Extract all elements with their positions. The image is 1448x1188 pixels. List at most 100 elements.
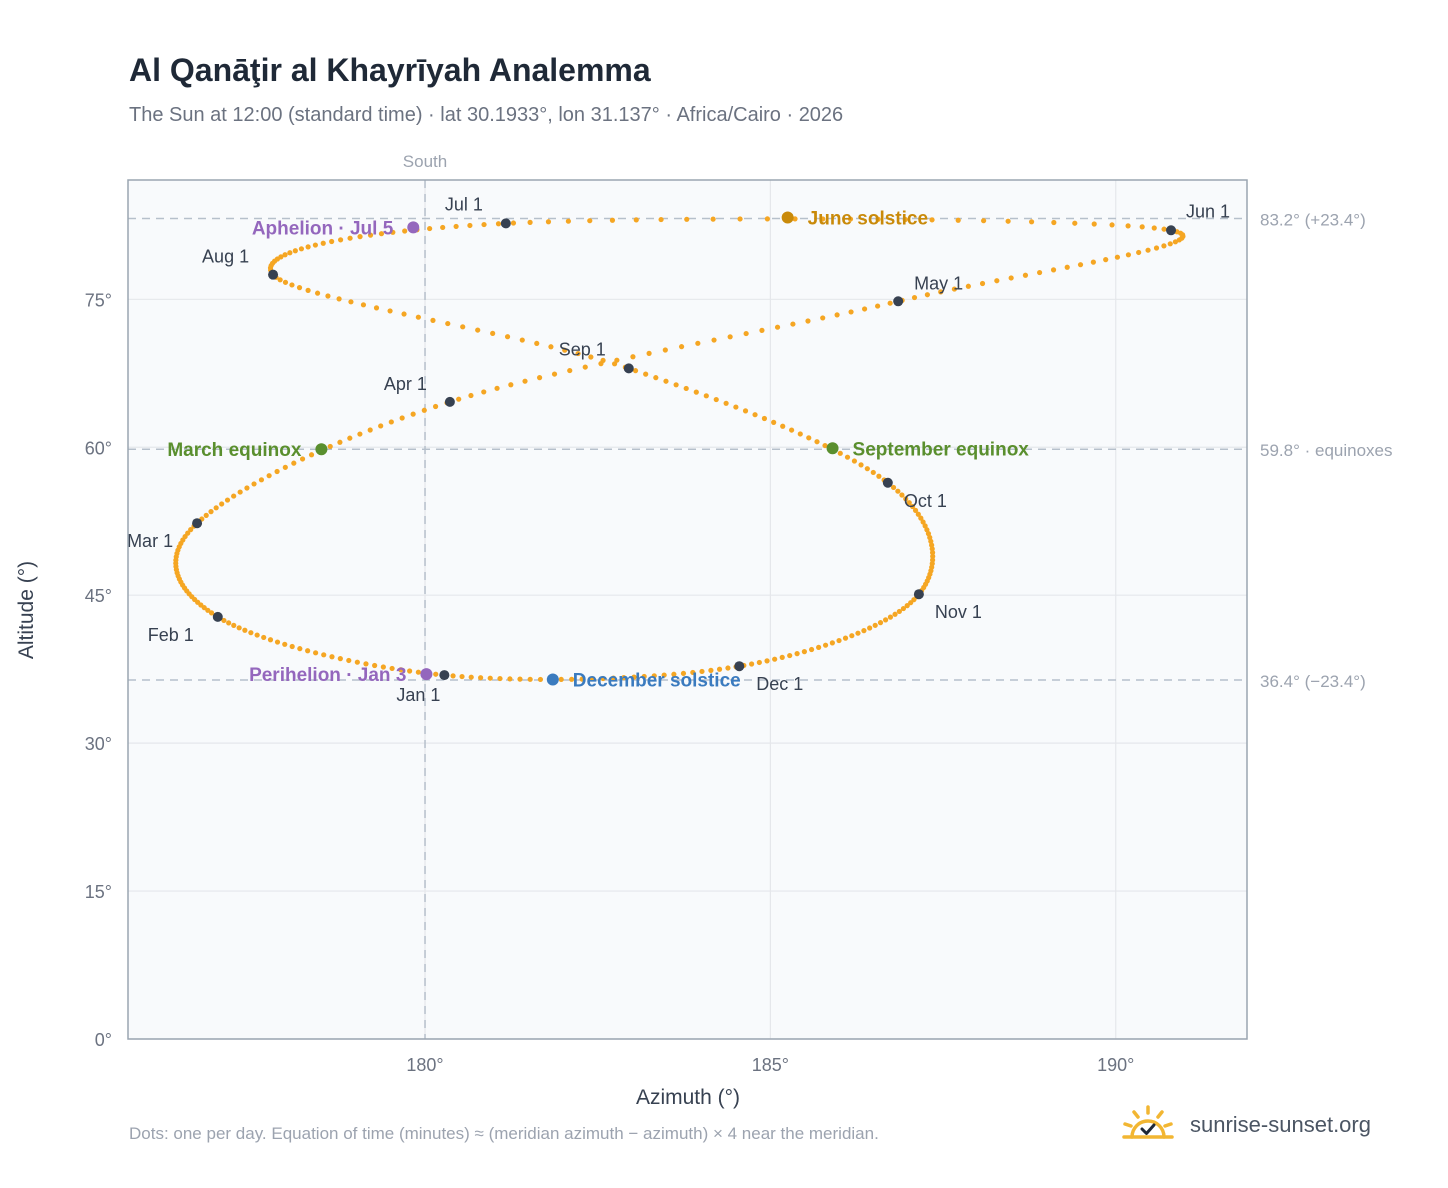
day-dot <box>565 218 571 224</box>
month-marker-dot <box>893 296 904 307</box>
event-marker-dot <box>781 211 794 224</box>
month-marker-dot <box>444 396 455 407</box>
day-dot <box>495 221 502 227</box>
sun-logo-icon <box>1122 1105 1174 1139</box>
event-marker-dot <box>407 221 420 234</box>
month-marker-label: Oct 1 <box>904 491 947 511</box>
day-dot <box>774 324 781 330</box>
day-dot <box>922 523 928 529</box>
day-dot <box>558 676 564 683</box>
day-dot <box>522 378 528 384</box>
month-marker-dot <box>212 611 223 622</box>
day-dot <box>764 216 771 222</box>
day-dot <box>378 423 384 429</box>
day-dot <box>292 248 298 254</box>
day-dot <box>589 676 596 682</box>
day-dot <box>805 318 811 324</box>
day-dot <box>312 242 318 248</box>
day-dot <box>357 234 363 240</box>
day-dot <box>851 458 858 464</box>
day-dot <box>713 396 719 403</box>
day-dot <box>690 669 696 676</box>
day-dot <box>896 608 902 615</box>
month-marker-label: Jan 1 <box>396 685 440 705</box>
day-dot <box>266 473 272 479</box>
x-tick-label: 190° <box>1097 1055 1134 1075</box>
day-dot <box>236 625 242 631</box>
day-dot <box>475 327 481 333</box>
day-dot <box>708 667 714 673</box>
month-marker-dot <box>1166 225 1177 236</box>
day-dot <box>877 620 884 626</box>
day-dot <box>994 278 1000 284</box>
day-dot <box>517 676 523 682</box>
day-dot <box>749 661 755 667</box>
day-dot <box>716 666 723 672</box>
day-dot <box>588 354 594 360</box>
day-dot <box>508 382 514 388</box>
day-dot <box>861 628 867 634</box>
day-dot <box>915 511 921 517</box>
day-dot <box>1051 219 1057 226</box>
day-dot <box>822 642 829 648</box>
day-dot <box>801 649 807 655</box>
day-dot <box>742 408 749 414</box>
month-marker-dot <box>882 477 893 488</box>
brand[interactable]: sunrise-sunset.org <box>1120 1100 1371 1150</box>
reference-line-label: 36.4° (−23.4°) <box>1260 672 1366 691</box>
day-dot <box>1161 243 1167 249</box>
day-dot <box>407 668 413 674</box>
day-dot <box>399 415 405 421</box>
day-dot <box>844 454 851 460</box>
day-dot <box>900 605 907 612</box>
y-tick-label: 60° <box>85 438 112 458</box>
day-dot <box>790 321 796 327</box>
day-dot <box>1172 239 1179 245</box>
y-tick-label: 15° <box>85 882 112 902</box>
day-dot <box>680 670 687 677</box>
day-dot <box>1090 259 1096 265</box>
day-dot <box>282 252 288 258</box>
day-dot <box>337 656 343 662</box>
day-dot <box>1103 257 1109 263</box>
day-dot <box>291 460 297 466</box>
day-dot <box>367 427 373 433</box>
month-marker-label: May 1 <box>914 273 963 293</box>
day-dot <box>761 415 768 422</box>
day-dot <box>892 611 898 617</box>
day-dot <box>308 452 315 458</box>
day-dot <box>305 244 311 250</box>
day-dot <box>930 553 936 559</box>
day-dot <box>305 648 311 654</box>
event-marker-label: December solstice <box>573 671 741 692</box>
day-dot <box>354 659 360 665</box>
day-dot <box>752 412 758 418</box>
day-dot <box>808 646 815 653</box>
event-marker-dot <box>546 673 559 686</box>
month-marker-dot <box>734 661 745 672</box>
day-dot <box>468 674 474 680</box>
day-dot <box>646 350 652 356</box>
day-dot <box>849 633 855 639</box>
day-dot <box>658 216 664 223</box>
day-dot <box>226 620 232 626</box>
day-dot <box>695 340 701 346</box>
day-dot <box>929 217 935 223</box>
day-dot <box>1125 252 1132 258</box>
day-dot <box>875 303 881 309</box>
day-dot <box>600 675 606 682</box>
month-marker-dot <box>500 218 511 229</box>
day-dot <box>378 231 385 237</box>
day-dot <box>771 419 777 425</box>
event-marker-label: Aphelion · Jul 5 <box>252 218 394 239</box>
day-dot <box>787 652 793 659</box>
day-dot <box>481 221 487 228</box>
day-dot <box>1022 272 1029 278</box>
day-dot <box>277 277 283 283</box>
day-dot <box>415 669 421 675</box>
day-dot <box>703 393 709 399</box>
day-dot <box>902 216 908 223</box>
day-dot <box>387 308 393 314</box>
day-dot <box>1091 221 1097 227</box>
